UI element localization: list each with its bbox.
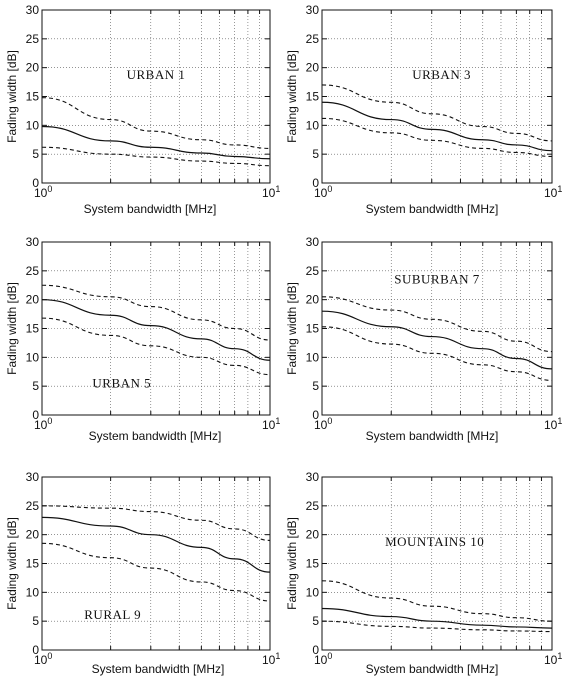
y-tick-label: 15: [306, 322, 320, 336]
series-line-dashed: [41, 146, 271, 167]
series-line-dashed: [321, 326, 553, 381]
series-line-dashed: [321, 117, 553, 158]
series-line-dashed: [321, 620, 553, 633]
y-tick-label: 5: [32, 379, 39, 393]
x-axis-label: System bandwidth [MHz]: [89, 429, 222, 443]
y-tick-label: 25: [26, 499, 40, 513]
panel-title: RURAL 9: [84, 607, 141, 622]
y-axis-label: Fading width [dB]: [5, 50, 19, 143]
y-tick-label: 25: [306, 264, 320, 278]
series-line-dashed: [41, 317, 271, 376]
series-line-dashed: [41, 505, 271, 541]
x-tick-label: 101: [544, 184, 562, 200]
y-tick-label: 20: [26, 61, 40, 75]
series-line-dashed: [41, 97, 271, 149]
y-tick-label: 30: [26, 235, 40, 249]
y-axis-label: Fading width [dB]: [285, 282, 299, 375]
y-tick-label: 20: [306, 293, 320, 307]
y-tick-label: 5: [32, 614, 39, 628]
series-line-solid: [321, 310, 553, 370]
series-line-solid: [41, 299, 271, 361]
y-tick-label: 5: [312, 379, 319, 393]
panel-title: URBAN 3: [412, 67, 471, 82]
x-tick-label: 101: [262, 416, 280, 432]
series-line-solid: [41, 125, 271, 160]
series-line-solid: [321, 101, 553, 152]
y-tick-label: 15: [26, 90, 40, 104]
y-tick-label: 0: [32, 643, 39, 657]
x-tick-label: 101: [262, 651, 280, 667]
y-tick-label: 5: [32, 147, 39, 161]
y-tick-label: 15: [306, 557, 320, 571]
y-tick-label: 10: [306, 118, 320, 132]
x-axis-label: System bandwidth [MHz]: [366, 202, 499, 216]
y-tick-label: 5: [312, 614, 319, 628]
series-line-dashed: [321, 580, 553, 622]
series-line-solid: [321, 607, 553, 629]
y-axis-label: Fading width [dB]: [5, 282, 19, 375]
x-tick-label: 101: [544, 651, 562, 667]
y-tick-label: 15: [306, 90, 320, 104]
y-tick-label: 0: [312, 176, 319, 190]
x-tick-label: 100: [314, 651, 332, 667]
y-tick-label: 25: [306, 32, 320, 46]
series-line-dashed: [321, 296, 553, 353]
x-tick-label: 100: [314, 416, 332, 432]
y-tick-label: 25: [26, 264, 40, 278]
y-tick-label: 20: [306, 528, 320, 542]
y-tick-label: 0: [32, 176, 39, 190]
y-tick-label: 30: [26, 3, 40, 17]
x-tick-label: 101: [544, 416, 562, 432]
y-tick-label: 5: [312, 147, 319, 161]
series-line-dashed: [41, 542, 271, 602]
y-tick-label: 10: [26, 118, 40, 132]
y-tick-label: 10: [26, 350, 40, 364]
series-line-solid: [41, 516, 271, 573]
y-tick-label: 15: [26, 322, 40, 336]
panel-3: 0 5 10 15 20 25 30 100 101 System bandwidth [MHz]…: [5, 235, 280, 443]
y-axis-label: Fading width [dB]: [5, 517, 19, 610]
y-tick-label: 0: [312, 643, 319, 657]
y-tick-label: 15: [26, 557, 40, 571]
series-line-dashed: [41, 284, 271, 341]
y-tick-label: 10: [306, 585, 320, 599]
x-axis-label: System bandwidth [MHz]: [366, 662, 499, 676]
panel-1: 0 5 10 15 20 25 30 100 101 System bandwidth [MHz]…: [5, 3, 280, 216]
panel-title: URBAN 5: [92, 375, 151, 390]
y-axis-label: Fading width [dB]: [285, 517, 299, 610]
panel-title: MOUNTAINS 10: [385, 534, 484, 549]
x-tick-label: 100: [34, 184, 52, 200]
panel-title: SUBURBAN 7: [394, 272, 480, 287]
y-axis-label: Fading width [dB]: [285, 50, 299, 143]
y-tick-label: 25: [26, 32, 40, 46]
panel-6: 0 5 10 15 20 25 30 100 101 System bandwidth [MHz]…: [285, 470, 562, 676]
y-tick-label: 30: [306, 3, 320, 17]
x-tick-label: 100: [34, 416, 52, 432]
series-line-dashed: [321, 84, 553, 142]
x-tick-label: 100: [34, 651, 52, 667]
x-tick-label: 101: [262, 184, 280, 200]
x-axis-label: System bandwidth [MHz]: [92, 662, 225, 676]
y-tick-label: 30: [306, 235, 320, 249]
panel-4: 0 5 10 15 20 25 30 100 101 System bandwidth [MHz]…: [285, 235, 562, 443]
y-tick-label: 25: [306, 499, 320, 513]
x-tick-label: 100: [314, 184, 332, 200]
panel-title: URBAN 1: [127, 67, 186, 82]
panel-5: 0 5 10 15 20 25 30 100 101 System bandwidth [MHz]…: [5, 470, 280, 676]
x-axis-label: System bandwidth [MHz]: [366, 429, 499, 443]
y-tick-label: 0: [32, 408, 39, 422]
panel-2: 0 5 10 15 20 25 30 100 101 System bandwidth [MHz]…: [285, 3, 562, 216]
y-tick-label: 30: [306, 470, 320, 484]
y-tick-label: 30: [26, 470, 40, 484]
y-tick-label: 0: [312, 408, 319, 422]
x-axis-label: System bandwidth [MHz]: [84, 202, 217, 216]
y-tick-label: 10: [306, 350, 320, 364]
y-tick-label: 20: [26, 528, 40, 542]
y-tick-label: 10: [26, 585, 40, 599]
y-tick-label: 20: [306, 61, 320, 75]
y-tick-label: 20: [26, 293, 40, 307]
